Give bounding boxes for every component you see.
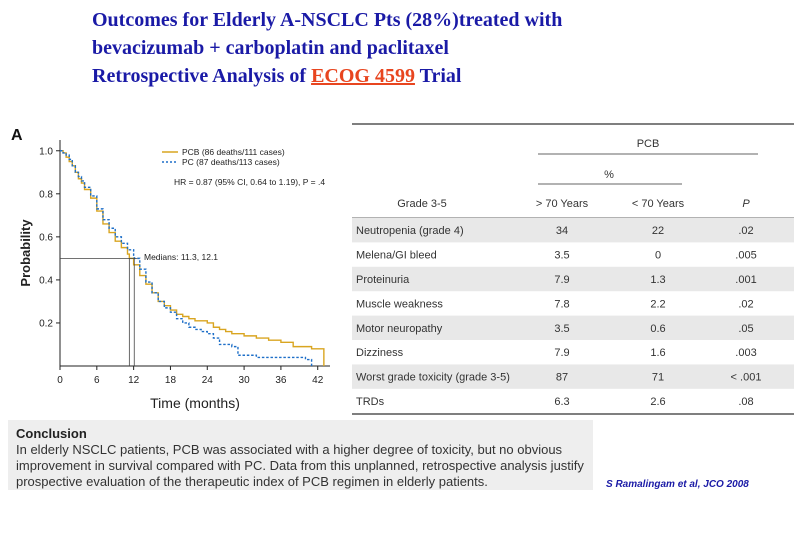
table-group-header: PCB bbox=[637, 138, 660, 150]
table-cell: 2.2 bbox=[650, 298, 665, 310]
table-cell: 3.5 bbox=[554, 250, 569, 262]
title-line-2: bevacizumab + carboplatin and paclitaxel bbox=[92, 37, 449, 59]
table-cell: 0 bbox=[655, 250, 661, 262]
table-pct-header: % bbox=[604, 169, 614, 181]
table-row-label: Motor neuropathy bbox=[356, 323, 443, 335]
y-axis-label: Probability bbox=[18, 219, 33, 287]
table-cell: < .001 bbox=[731, 372, 762, 384]
table-cell: 7.8 bbox=[554, 298, 569, 310]
y-tick-label: 0.6 bbox=[39, 232, 53, 243]
title-line-1: Outcomes for Elderly A-NSCLC Pts (28%)tr… bbox=[92, 9, 563, 31]
series-line-pcb bbox=[60, 150, 325, 366]
table-row-bg bbox=[352, 266, 794, 292]
chart-legend: PCB (86 deaths/111 cases) PC (87 deaths/… bbox=[144, 147, 325, 262]
table-cell: .02 bbox=[738, 298, 753, 310]
table-col-over70: > 70 Years bbox=[536, 198, 589, 210]
y-tick-label: 0.8 bbox=[39, 189, 53, 200]
legend-label-pc: PC (87 deaths/113 cases) bbox=[182, 157, 280, 167]
conclusion-text: In elderly NSCLC patients, PCB was assoc… bbox=[16, 442, 584, 489]
table-col-p: P bbox=[742, 198, 750, 210]
table-cell: .003 bbox=[735, 347, 756, 359]
table-cell: .005 bbox=[735, 250, 756, 262]
x-tick-label: 0 bbox=[57, 375, 63, 386]
toxicity-table-graphic: PCB % Grade 3-5 > 70 Years < 70 Years P … bbox=[352, 120, 794, 416]
table-cell: 1.3 bbox=[650, 274, 665, 286]
x-tick-label: 30 bbox=[239, 375, 251, 386]
survival-chart: A 0 6 12 18 24 30 36 42 0.2 0.4 0.6 0.8 1.0 Probabil… bbox=[11, 127, 330, 411]
title-line-3-prefix: Retrospective Analysis of bbox=[92, 65, 312, 87]
table-col-under70: < 70 Years bbox=[632, 198, 685, 210]
panel-label: A bbox=[11, 127, 23, 144]
ecog-link[interactable]: ECOG 4599 bbox=[311, 65, 415, 87]
table-cell: .05 bbox=[738, 323, 753, 335]
table-row-label: Dizziness bbox=[356, 347, 404, 359]
table-cell: 34 bbox=[556, 225, 568, 237]
legend-label-pcb: PCB (86 deaths/111 cases) bbox=[182, 147, 285, 157]
table-cell: 87 bbox=[556, 372, 568, 384]
table-row-label: Proteinuria bbox=[356, 274, 410, 286]
table-row-label: Muscle weakness bbox=[356, 298, 443, 310]
table-row-label: Neutropenia (grade 4) bbox=[356, 225, 464, 237]
x-axis-label: Time (months) bbox=[150, 395, 240, 411]
table-row-bg bbox=[352, 315, 794, 340]
table-cell: 7.9 bbox=[554, 274, 569, 286]
table-cell: .08 bbox=[738, 396, 753, 408]
slide-title: Outcomes for Elderly A-NSCLC Pts (28%)tr… bbox=[92, 6, 772, 90]
series-line-pc bbox=[60, 150, 313, 366]
table-row-label: Melena/GI bleed bbox=[356, 250, 437, 262]
hazard-ratio-annotation: HR = 0.87 (95% CI, 0.64 to 1.19), P = .4 bbox=[174, 177, 325, 187]
table-cell: .001 bbox=[735, 274, 756, 286]
title-line-3: Retrospective Analysis of ECOG 4599 Tria… bbox=[92, 62, 772, 90]
x-tick-label: 6 bbox=[94, 375, 100, 386]
table-cell: .02 bbox=[738, 225, 753, 237]
table-row-bg bbox=[352, 364, 794, 389]
table-row-header: Grade 3-5 bbox=[397, 198, 447, 210]
y-tick-label: 0.2 bbox=[39, 318, 53, 329]
y-tick-label: 1.0 bbox=[39, 146, 53, 157]
conclusion-heading: Conclusion bbox=[16, 426, 87, 441]
toxicity-table: PCB % Grade 3-5 > 70 Years < 70 Years P … bbox=[352, 120, 794, 416]
x-tick-label: 36 bbox=[275, 375, 287, 386]
table-cell: 6.3 bbox=[554, 396, 569, 408]
median-annotation: Medians: 11.3, 12.1 bbox=[144, 252, 218, 262]
table-cell: 71 bbox=[652, 372, 664, 384]
table-row-label: TRDs bbox=[356, 396, 385, 408]
x-tick-label: 18 bbox=[165, 375, 177, 386]
title-line-3-suffix: Trial bbox=[414, 65, 462, 87]
x-tick-label: 42 bbox=[312, 375, 324, 386]
table-row-label: Worst grade toxicity (grade 3-5) bbox=[356, 372, 510, 384]
x-tick-label: 24 bbox=[202, 375, 214, 386]
table-cell: 1.6 bbox=[650, 347, 665, 359]
y-tick-label: 0.4 bbox=[39, 275, 53, 286]
table-cell: 7.9 bbox=[554, 347, 569, 359]
table-cell: 3.5 bbox=[554, 323, 569, 335]
table-cell: 2.6 bbox=[650, 396, 665, 408]
table-cell: 0.6 bbox=[650, 323, 665, 335]
citation: S Ramalingam et al, JCO 2008 bbox=[606, 479, 749, 490]
conclusion-box: Conclusion In elderly NSCLC patients, PC… bbox=[8, 420, 593, 490]
table-row-bg bbox=[352, 218, 794, 243]
x-tick-label: 12 bbox=[128, 375, 140, 386]
survival-chart-panel: A 0 6 12 18 24 30 36 42 0.2 0.4 0.6 0.8 1.0 Probabil… bbox=[8, 118, 348, 418]
table-cell: 22 bbox=[652, 225, 664, 237]
